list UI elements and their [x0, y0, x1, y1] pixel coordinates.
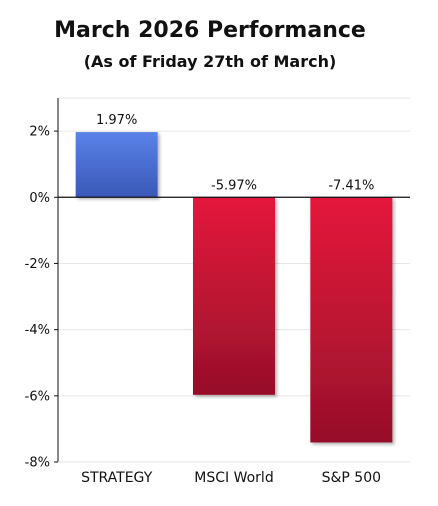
x-category-label: STRATEGY — [81, 470, 153, 486]
y-tick-label: 0% — [29, 191, 50, 206]
data-label: -7.41% — [328, 178, 374, 193]
labels: 2% 0% -2% -4% -6% -8% 1.97% STRATEGY -5.97% MSCI … — [25, 113, 381, 486]
x-category-label: S&P 500 — [322, 470, 381, 486]
y-tick-label: 2% — [29, 125, 50, 140]
bars — [75, 132, 393, 443]
axes — [54, 98, 410, 463]
bar-strategy — [75, 132, 158, 198]
y-tick-label: -2% — [25, 257, 50, 272]
y-tick-label: -6% — [25, 389, 50, 404]
data-label: 1.97% — [96, 113, 137, 128]
x-category-label: MSCI World — [194, 470, 273, 486]
chart-subtitle: (As of Friday 27th of March) — [83, 52, 337, 71]
y-tick-label: -4% — [25, 323, 50, 338]
data-label: -5.97% — [211, 178, 257, 193]
y-tick-label: -8% — [25, 456, 50, 471]
bar-s-p-500 — [310, 197, 393, 443]
bar-msci-world — [193, 197, 275, 395]
chart-title: March 2026 Performance — [54, 18, 366, 43]
